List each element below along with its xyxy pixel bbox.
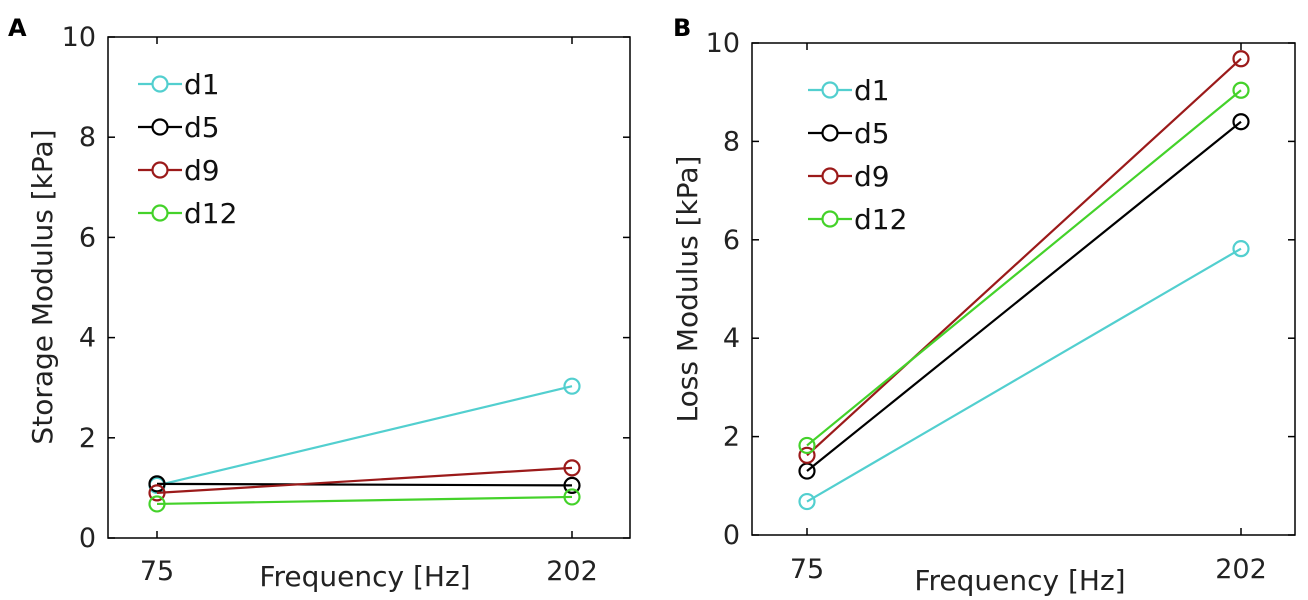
- legend-marker-d1: [821, 81, 839, 99]
- series-line-d5: [806, 120, 1242, 472]
- legend-marker-d1: [151, 75, 169, 93]
- data-point-d12: [148, 495, 166, 513]
- x-tick-label: 202: [1215, 554, 1267, 585]
- legend-marker-d5: [821, 124, 839, 142]
- panel-b: B 0 2 4 6 8 10 75 202 Frequency [Hz] Loss Modulus …: [671, 14, 1296, 597]
- data-point-d5: [148, 475, 166, 493]
- y-tick-label: 4: [79, 323, 96, 354]
- series-line-d5: [156, 482, 573, 487]
- data-point-d1: [563, 377, 581, 395]
- y-axis-label: Loss Modulus [kPa]: [671, 156, 704, 423]
- y-axis-label: Storage Modulus [kPa]: [26, 129, 59, 444]
- data-point-d5: [563, 476, 581, 494]
- legend-marker-d12: [821, 210, 839, 228]
- legend-label-d9: d9: [854, 160, 890, 193]
- y-tick-label: 8: [79, 122, 96, 153]
- legend-label-d5: d5: [854, 117, 890, 150]
- x-axis-label: Frequency [Hz]: [914, 564, 1125, 597]
- data-point-d12: [1232, 81, 1250, 99]
- data-point-d12: [798, 436, 816, 455]
- x-tick-label: 202: [546, 556, 598, 587]
- series-line-d12: [156, 495, 573, 506]
- y-tick-label: 8: [723, 126, 740, 157]
- data-point-d5: [1232, 113, 1250, 131]
- legend-marker-d12: [151, 204, 169, 222]
- legend-marker-d5: [151, 118, 169, 136]
- data-point-d9: [798, 446, 816, 464]
- axes-frame: [751, 42, 1296, 536]
- data-point-d9: [563, 459, 581, 477]
- y-tick-label: 6: [723, 225, 740, 256]
- legend-label-d12: d12: [184, 197, 237, 230]
- y-tick-label: 2: [723, 422, 740, 453]
- legend-label-d5: d5: [184, 111, 220, 144]
- y-tick-label: 10: [706, 28, 740, 59]
- y-tick-label: 10: [62, 22, 96, 53]
- panel-letter: A: [8, 14, 27, 42]
- y-tick-label: 6: [79, 222, 96, 253]
- series-line-d1: [156, 385, 573, 487]
- x-axis-label: Frequency [Hz]: [259, 560, 470, 593]
- data-point-d9: [148, 484, 166, 502]
- x-tick-label: 75: [790, 554, 824, 585]
- series-line-d1: [806, 247, 1242, 503]
- legend-label-d12: d12: [854, 203, 907, 236]
- data-point-d12: [563, 488, 581, 506]
- y-tick-label: 0: [723, 520, 740, 551]
- x-tick-label: 75: [140, 556, 174, 587]
- panel-letter: B: [673, 14, 691, 42]
- panel-a: A 0 2 4 6 8 10 75 202 Frequency [Hz] Storage Modul…: [8, 14, 631, 593]
- series-line-d9: [156, 466, 573, 495]
- axes-frame: [107, 36, 631, 539]
- data-point-d9: [1232, 50, 1250, 68]
- legend-label-d1: d1: [854, 74, 890, 107]
- legend-label-d1: d1: [184, 68, 220, 101]
- y-tick-label: 4: [723, 323, 740, 354]
- series-line-d12: [806, 89, 1242, 447]
- y-tick-label: 2: [79, 423, 96, 454]
- legend-marker-d9: [821, 167, 839, 185]
- series-line-d9: [806, 57, 1242, 457]
- legend-marker-d9: [151, 161, 169, 179]
- data-point-d1: [798, 492, 816, 511]
- data-point-d1: [1232, 240, 1250, 258]
- y-tick-label: 0: [79, 523, 96, 554]
- legend-label-d9: d9: [184, 154, 220, 187]
